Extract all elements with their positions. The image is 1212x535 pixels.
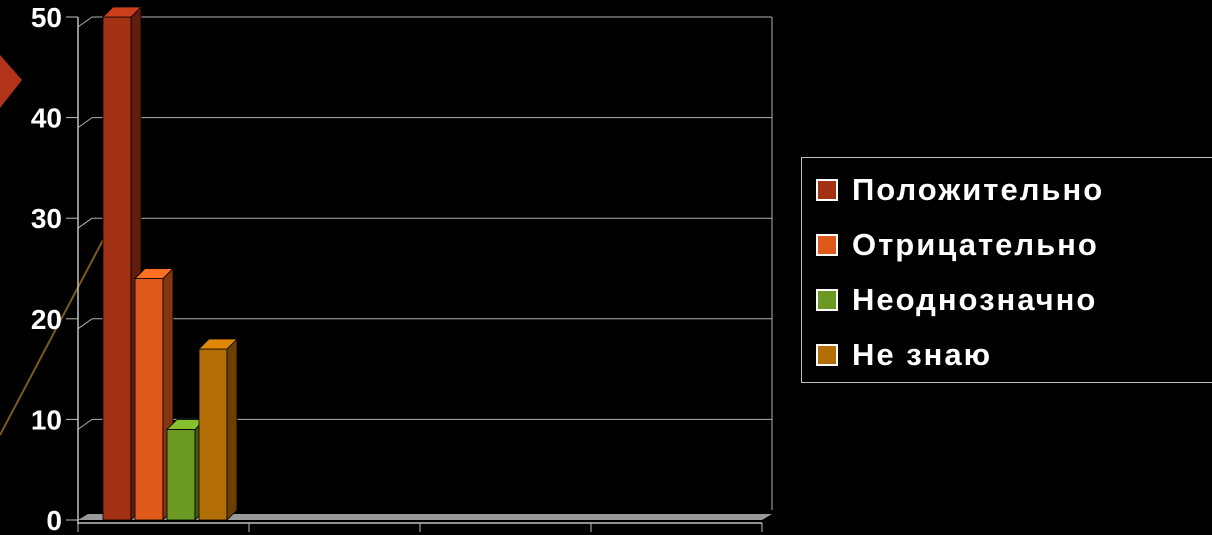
axes — [77, 17, 763, 532]
legend-label-1: Положительно — [852, 172, 1105, 207]
floor-plane — [78, 514, 772, 520]
decoration-arrow — [0, 55, 22, 108]
bars — [102, 6, 238, 521]
gridline-wall-50 — [77, 16, 93, 28]
legend-item-4: Не знаю — [816, 335, 992, 375]
legend-swatch-3 — [816, 289, 838, 311]
gridline-wall-30 — [77, 217, 93, 229]
decoration-line — [0, 239, 104, 436]
bar-front-3 — [166, 429, 196, 521]
gridline-wall-20 — [77, 318, 93, 330]
bar-1 — [102, 6, 142, 521]
bar-top-2 — [134, 268, 174, 279]
bar-top-1 — [102, 6, 142, 18]
legend-item-2: Отрицательно — [816, 225, 1099, 265]
legend: Положительно Отрицательно Неоднозначно Н… — [801, 157, 1212, 383]
legend-swatch-4 — [816, 344, 838, 366]
legend-item-1: Положительно — [816, 170, 1104, 210]
bar-front-1 — [102, 16, 132, 521]
chart-floor — [78, 514, 772, 520]
y-tick-label-20: 20 — [31, 304, 62, 335]
y-tick-labels: 0 10 20 30 40 50 — [31, 2, 78, 535]
bar-front-4 — [198, 348, 228, 521]
bar-4 — [198, 338, 238, 521]
y-tick-label-0: 0 — [46, 505, 62, 535]
bar-front-2 — [134, 278, 164, 521]
legend-swatch-1 — [816, 179, 838, 201]
legend-label-4: Не знаю — [852, 337, 993, 372]
legend-item-3: Неоднозначно — [816, 280, 1097, 320]
gridline-wall-10 — [77, 418, 93, 430]
bar-side-4 — [226, 338, 238, 521]
y-tick-label-50: 50 — [31, 2, 62, 33]
y-tick-label-30: 30 — [31, 203, 62, 234]
legend-label-3: Неоднозначно — [852, 282, 1098, 317]
legend-swatch-2 — [816, 234, 838, 256]
bar-top-4 — [198, 338, 238, 350]
y-tick-label-10: 10 — [31, 404, 62, 435]
legend-label-2: Отрицательно — [852, 227, 1099, 262]
y-tick-label-40: 40 — [31, 103, 62, 134]
gridline-wall-40 — [77, 117, 93, 129]
